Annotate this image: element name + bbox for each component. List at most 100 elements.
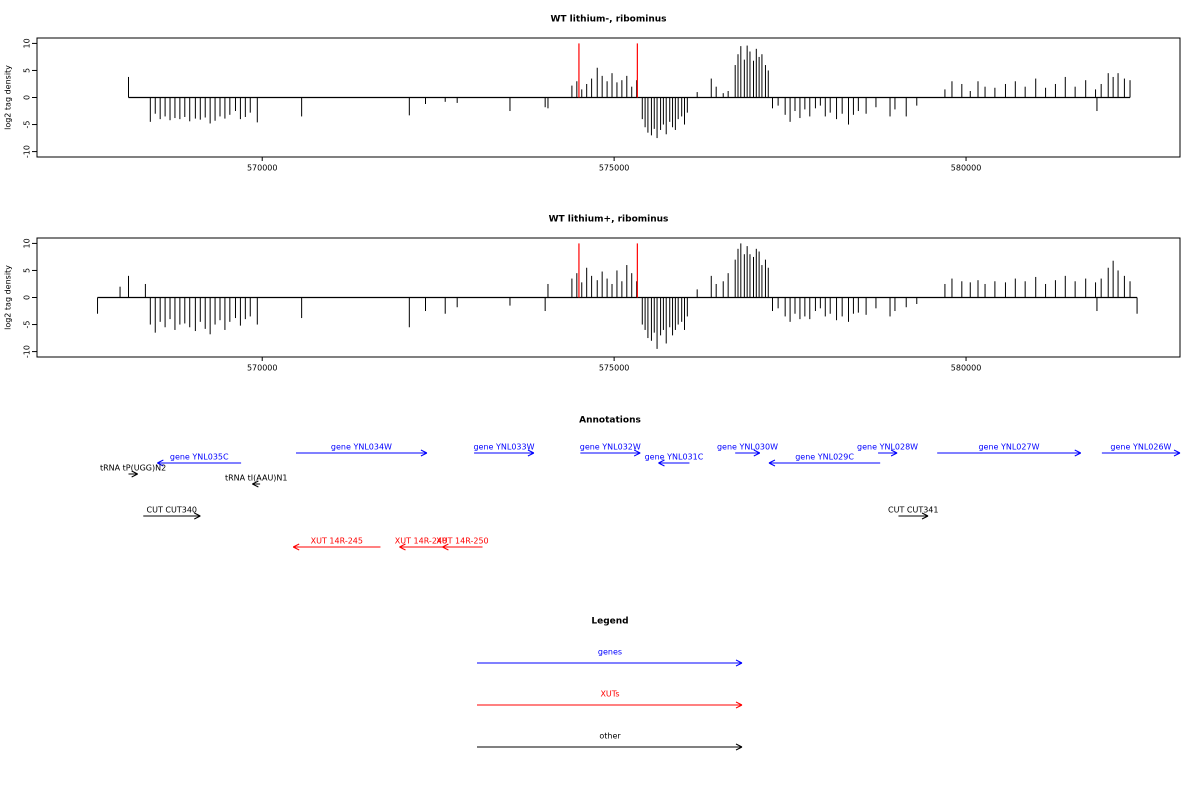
y-tick-label: -5 <box>23 321 32 329</box>
legend-label: genes <box>598 648 622 657</box>
arrow-head <box>753 452 761 457</box>
feature-label: CUT CUT341 <box>888 506 938 515</box>
feature-arrow <box>878 449 898 457</box>
arrow-head <box>527 449 535 454</box>
arrow-head <box>420 452 428 457</box>
arrow-head <box>633 452 641 457</box>
legend-arrow <box>477 743 743 751</box>
arrow-head <box>735 746 743 751</box>
arrow-head <box>735 659 743 664</box>
feature-arrow <box>399 543 443 551</box>
x-tick-label: 580000 <box>951 164 982 173</box>
arrow-head <box>753 449 761 454</box>
arrow-head <box>292 543 300 548</box>
y-axis-label: log2 tag density <box>4 65 13 130</box>
y-tick-label: -10 <box>23 345 32 358</box>
feature-label: gene YNL028W <box>857 443 918 452</box>
arrow-head <box>768 462 776 467</box>
legend-arrow <box>477 659 743 667</box>
arrow-head <box>1074 449 1081 454</box>
arrow-head <box>292 546 300 551</box>
feature-arrow <box>735 449 761 457</box>
x-tick-label: 570000 <box>247 164 278 173</box>
x-tick-label: 580000 <box>951 364 982 373</box>
annotations-title: Annotations <box>579 416 641 426</box>
arrow-head <box>252 483 259 488</box>
arrow-head <box>1173 452 1181 457</box>
legend-arrow <box>477 701 743 709</box>
arrow-head <box>735 704 743 709</box>
arrow-head <box>1074 452 1081 457</box>
arrow-head <box>890 449 898 454</box>
y-tick-label: 5 <box>23 268 32 273</box>
legend-label: other <box>599 732 621 741</box>
feature-label: tRNA tI(AAU)N1 <box>225 474 288 483</box>
feature-arrow <box>296 449 428 457</box>
arrow-head <box>527 452 535 457</box>
arrow-head <box>921 515 929 520</box>
arrow-head <box>157 462 164 467</box>
chart-title: WT lithium-, ribominus <box>550 15 666 25</box>
feature-label: gene YNL027W <box>978 443 1039 452</box>
feature-arrow <box>1101 449 1181 457</box>
arrow-head <box>735 743 743 748</box>
arrow-head <box>768 459 776 464</box>
arrow-head <box>442 546 449 551</box>
arrow-head <box>658 462 665 467</box>
feature-label: gene YNL034W <box>331 443 392 452</box>
feature-label: XUT 14R-250 <box>436 537 488 546</box>
feature-arrow <box>898 512 929 520</box>
arrow-head <box>1173 449 1181 454</box>
feature-label: gene YNL030W <box>717 443 778 452</box>
feature-label: XUT 14R-245 <box>311 537 363 546</box>
y-tick-label: 10 <box>23 38 32 48</box>
y-tick-label: -10 <box>23 145 32 158</box>
feature-label: gene YNL026W <box>1110 443 1171 452</box>
arrow-head <box>399 546 406 551</box>
y-tick-label: 10 <box>23 238 32 248</box>
feature-arrow <box>252 480 261 488</box>
arrow-head <box>252 480 259 485</box>
feature-label: CUT CUT340 <box>147 506 197 515</box>
feature-label: gene YNL031C <box>645 453 704 462</box>
y-tick-label: 5 <box>23 68 32 73</box>
feature-arrow <box>474 449 535 457</box>
feature-arrow <box>442 543 483 551</box>
feature-label: XUT 14R-248 <box>395 537 447 546</box>
arrow-head <box>157 459 164 464</box>
feature-label: tRNA tP(UGG)N2 <box>100 464 166 473</box>
x-tick-label: 570000 <box>247 364 278 373</box>
y-tick-label: 0 <box>23 295 32 300</box>
arrow-head <box>420 449 428 454</box>
arrow-head <box>131 473 138 478</box>
arrow-head <box>735 662 743 667</box>
arrow-head <box>194 515 201 520</box>
feature-arrow <box>143 512 201 520</box>
legend-title: Legend <box>591 617 628 627</box>
feature-label: gene YNL035C <box>170 453 229 462</box>
feature-arrow <box>292 543 381 551</box>
legend-label: XUTs <box>600 690 619 699</box>
y-axis-label: log2 tag density <box>4 265 13 330</box>
feature-arrow <box>157 459 242 467</box>
feature-label: gene YNL033W <box>473 443 534 452</box>
arrow-head <box>735 701 743 706</box>
arrow-head <box>399 543 406 548</box>
x-tick-label: 575000 <box>599 164 630 173</box>
feature-label: gene YNL029C <box>795 453 854 462</box>
arrow-head <box>890 452 898 457</box>
feature-arrow <box>580 449 641 457</box>
x-tick-label: 575000 <box>599 364 630 373</box>
feature-label: gene YNL032W <box>580 443 641 452</box>
arrow-head <box>194 512 201 517</box>
arrow-head <box>442 543 449 548</box>
arrow-head <box>658 459 665 464</box>
feature-arrow <box>937 449 1081 457</box>
y-tick-label: -5 <box>23 121 32 129</box>
feature-arrow <box>768 459 881 467</box>
feature-arrow <box>128 470 138 478</box>
arrow-head <box>633 449 641 454</box>
arrow-head <box>921 512 929 517</box>
